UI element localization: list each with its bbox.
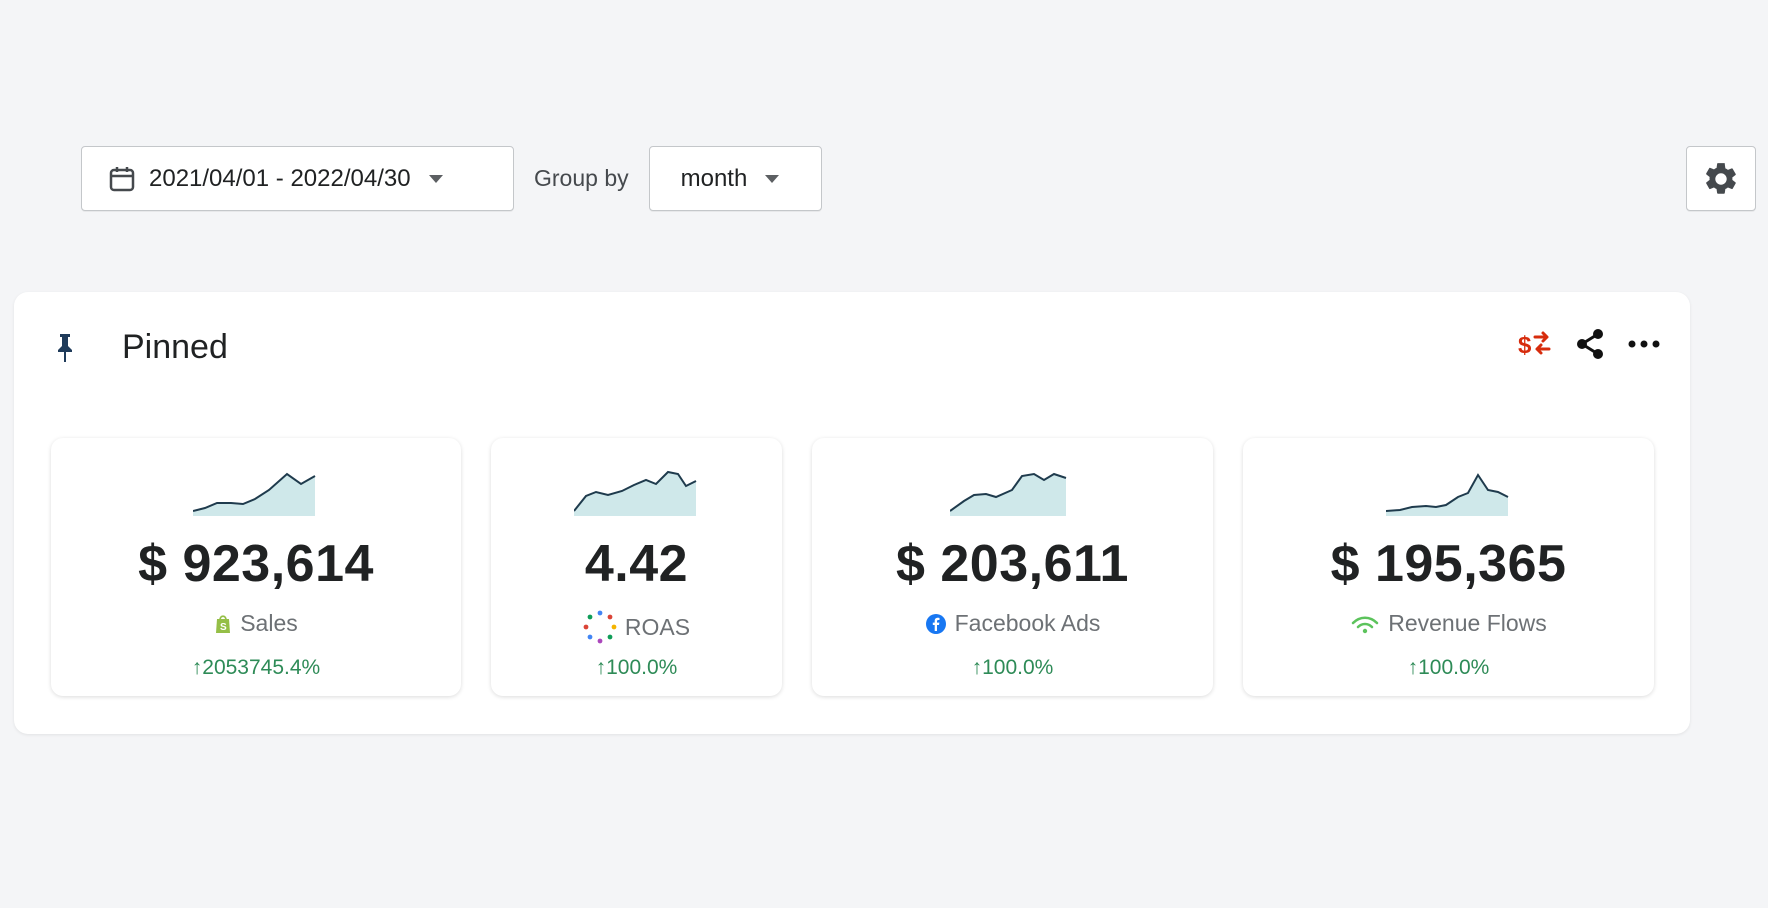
sparkline-chart	[949, 472, 1066, 516]
panel-header: Pinned $	[14, 292, 1690, 402]
metric-change: ↑2053745.4%	[191, 656, 321, 679]
calendar-icon	[109, 166, 135, 192]
metric-value: $ 923,614	[138, 535, 374, 593]
svg-text:S: S	[220, 622, 227, 633]
sparkline-chart	[1385, 473, 1508, 516]
metric-card-sales[interactable]: $ 923,614 S Sales ↑2053745.4%	[51, 438, 461, 696]
pinned-panel: Pinned $	[14, 292, 1690, 734]
pin-icon[interactable]	[54, 332, 76, 369]
metric-label: ROAS	[491, 610, 782, 644]
metric-label-text: Revenue Flows	[1388, 610, 1547, 636]
date-range-picker[interactable]: 2021/04/01 - 2022/04/30	[81, 146, 514, 211]
toolbar: 2021/04/01 - 2022/04/30 Group by month	[81, 146, 822, 211]
metric-card-roas[interactable]: 4.42 ROAS ↑100.0%	[491, 438, 782, 696]
revenue-flows-icon	[1350, 613, 1380, 635]
metric-change: ↑100.0%	[971, 656, 1054, 679]
date-range-value: 2021/04/01 - 2022/04/30	[149, 164, 411, 192]
metric-change: ↑100.0%	[595, 656, 678, 679]
group-by-select[interactable]: month	[648, 146, 822, 211]
panel-actions: $	[1518, 328, 1660, 360]
chevron-down-icon	[765, 174, 780, 183]
metric-change: ↑100.0%	[1407, 656, 1490, 679]
chevron-down-icon	[428, 174, 443, 183]
metric-card-facebook-ads[interactable]: $ 203,611 Facebook Ads ↑100.0%	[812, 438, 1213, 696]
metric-label-text: Facebook Ads	[954, 610, 1101, 636]
svg-text:$: $	[1518, 332, 1532, 359]
sparkline-chart	[573, 470, 696, 516]
group-by-value: month	[680, 164, 748, 192]
shopify-icon: S	[214, 614, 232, 634]
metric-value: 4.42	[584, 535, 689, 593]
gear-icon	[1702, 160, 1740, 198]
metric-label-text: Sales	[240, 610, 298, 636]
metric-label: S Sales	[51, 610, 461, 637]
metric-value: $ 203,611	[896, 535, 1129, 593]
more-options-icon[interactable]	[1628, 339, 1660, 349]
currency-swap-icon[interactable]: $	[1518, 329, 1552, 359]
metric-card-revenue-flows[interactable]: $ 195,365 Revenue Flows ↑100.0%	[1243, 438, 1654, 696]
group-by-label: Group by	[534, 165, 629, 191]
settings-button[interactable]	[1686, 146, 1756, 211]
metric-value: $ 195,365	[1330, 535, 1567, 593]
share-icon[interactable]	[1574, 328, 1606, 360]
metric-label-text: ROAS	[624, 613, 691, 640]
panel-title: Pinned	[122, 328, 228, 366]
roas-dots-icon	[583, 610, 617, 644]
facebook-icon	[925, 613, 947, 635]
metric-label: Facebook Ads	[812, 610, 1213, 637]
metric-label: Revenue Flows	[1243, 610, 1654, 637]
sparkline-chart	[193, 472, 316, 516]
